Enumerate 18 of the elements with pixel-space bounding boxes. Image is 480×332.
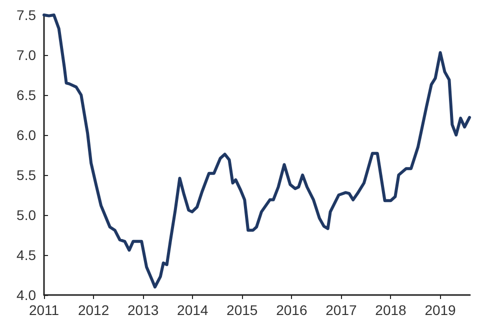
line-series — [42, 14, 472, 288]
x-tick-label: 2012 — [78, 302, 110, 318]
y-tick-label: 7.0 — [16, 47, 36, 63]
y-tick-label: 4.0 — [16, 287, 36, 303]
x-tick-label: 2015 — [226, 302, 258, 318]
x-tick-label: 2011 — [28, 302, 60, 318]
x-tick-label: 2018 — [375, 302, 407, 318]
x-tick-label: 2013 — [127, 302, 159, 318]
x-tick-label: 2014 — [177, 302, 208, 318]
x-tick-label: 2016 — [276, 302, 308, 318]
y-tick-label: 7.5 — [16, 7, 36, 23]
y-tick-label: 5.5 — [16, 167, 36, 183]
y-tick-label: 6.5 — [16, 87, 36, 103]
x-tick-label: 2017 — [326, 302, 357, 318]
y-tick-label: 4.5 — [16, 247, 36, 263]
y-tick-label: 6.0 — [16, 127, 36, 143]
y-tick-label: 5.0 — [16, 207, 36, 223]
x-tick-label: 2019 — [424, 302, 456, 318]
